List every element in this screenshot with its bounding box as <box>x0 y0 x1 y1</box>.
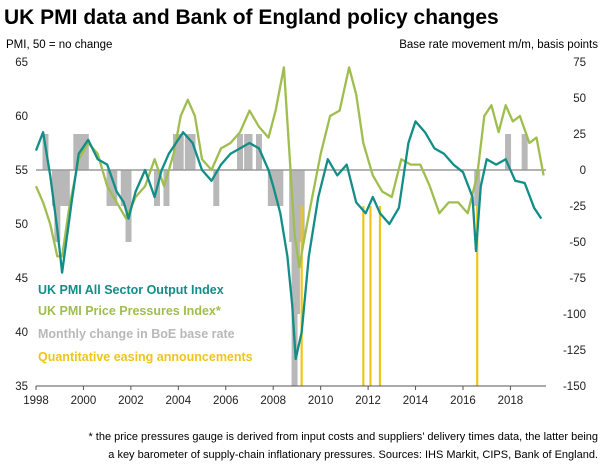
x-tick-label: 1998 <box>23 395 49 407</box>
output-index-line <box>34 120 543 361</box>
y-left-tick-label: 35 <box>15 381 28 393</box>
price-pressures-line <box>34 66 545 269</box>
legend: UK PMI All Sector Output Index UK PMI Pri… <box>38 283 253 364</box>
rate-bar <box>246 134 253 170</box>
rate-bar <box>277 170 284 206</box>
legend-item: Monthly change in BoE base rate <box>38 327 235 341</box>
legend-item: UK PMI Price Pressures Index* <box>38 304 221 318</box>
rate-bar <box>505 134 512 170</box>
legend-item: UK PMI All Sector Output Index <box>38 283 224 297</box>
x-tick-label: 2008 <box>260 395 286 407</box>
rate-bar <box>267 170 274 206</box>
rate-bar <box>59 170 66 206</box>
axis-ticks: 1998 2000 2002 2004 2006 2008 2010 2012 2014 2016… <box>15 57 586 407</box>
rate-bar <box>73 134 80 170</box>
rate-bar <box>237 134 243 170</box>
rate-bar <box>172 134 179 170</box>
x-tick-label: 2012 <box>355 395 381 407</box>
x-tick-label: 2006 <box>213 395 239 407</box>
rate-bar <box>163 170 170 206</box>
y-left-tick-label: 55 <box>15 165 28 177</box>
base-rate-bars <box>42 134 528 386</box>
y-left-tick-label: 60 <box>15 111 28 123</box>
y-right-tick-label: -150 <box>563 381 586 393</box>
x-tick-label: 2004 <box>166 395 192 407</box>
y-left-tick-label: 40 <box>15 327 28 339</box>
y-right-tick-label: 50 <box>573 93 586 105</box>
x-tick-label: 2010 <box>308 395 334 407</box>
rate-bar <box>189 134 196 170</box>
series-lines <box>34 66 545 361</box>
rate-bar <box>272 170 279 206</box>
x-tick-label: 2014 <box>403 395 429 407</box>
y-right-tick-label: 0 <box>580 165 586 177</box>
rate-bar <box>184 134 191 170</box>
rate-bar <box>213 170 220 206</box>
rate-bar <box>474 170 481 206</box>
right-axis-label: Base rate movement m/m, basis points <box>399 39 598 51</box>
rate-bar <box>120 170 127 206</box>
x-tick-label: 2000 <box>71 395 97 407</box>
footnote-line: * the price pressures gauge is derived f… <box>88 431 598 443</box>
x-tick-label: 2016 <box>450 395 476 407</box>
footnote-line: a key barometer of supply-chain inflatio… <box>108 449 598 461</box>
rate-bar <box>255 134 262 170</box>
y-left-tick-label: 50 <box>15 219 28 231</box>
chart-title: UK PMI data and Bank of England policy c… <box>4 6 499 29</box>
left-axis-label: PMI, 50 = no change <box>6 39 112 51</box>
y-right-tick-label: -50 <box>569 237 586 249</box>
rate-bar <box>63 170 70 206</box>
rate-bar <box>82 134 89 170</box>
y-right-tick-label: -125 <box>563 345 586 357</box>
x-tick-label: 2002 <box>118 395 144 407</box>
rate-bar <box>521 134 528 170</box>
y-right-tick-label: 75 <box>573 57 586 69</box>
qe-lines <box>300 206 479 386</box>
y-right-tick-label: -100 <box>563 309 586 321</box>
x-tick-label: 2018 <box>498 395 524 407</box>
y-right-tick-label: -25 <box>569 201 586 213</box>
footnote: * the price pressures gauge is derived f… <box>88 431 598 461</box>
y-right-tick-label: -75 <box>569 273 586 285</box>
rate-bar <box>177 134 184 170</box>
legend-item: Quantitative easing announcements <box>38 350 253 364</box>
y-left-tick-label: 65 <box>15 57 28 69</box>
rate-bar <box>125 170 132 242</box>
y-right-tick-label: 25 <box>573 129 586 141</box>
y-left-tick-label: 45 <box>15 273 28 285</box>
